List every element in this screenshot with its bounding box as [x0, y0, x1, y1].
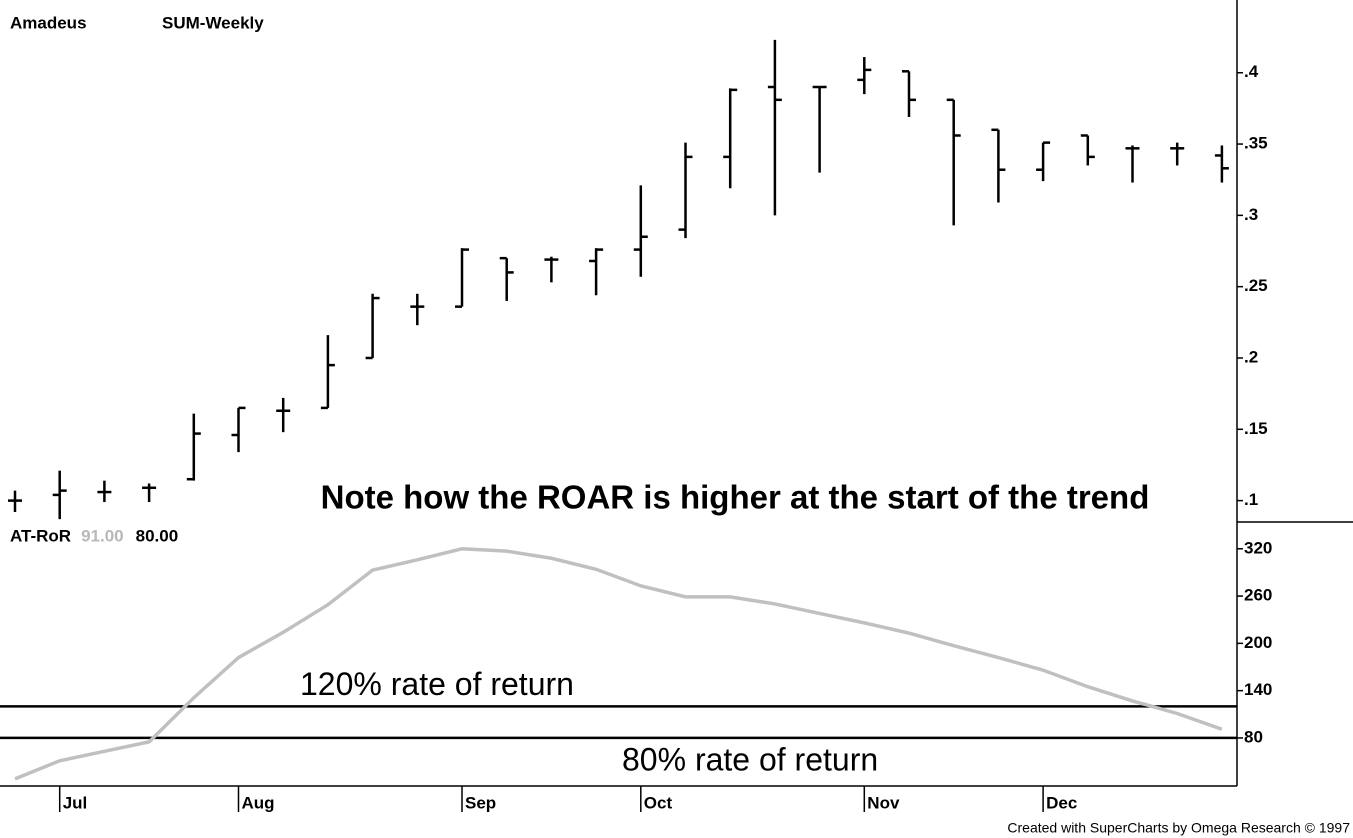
chart-title: SUM-Weekly	[162, 13, 264, 32]
y-tick-label: 260	[1244, 586, 1272, 605]
y-tick-label: .35	[1244, 134, 1268, 153]
footer: Created with SuperCharts by Omega Resear…	[1007, 820, 1350, 836]
x-tick-label: Oct	[644, 793, 673, 812]
x-tick-label: Aug	[242, 793, 275, 812]
legend-value: 91.00	[81, 526, 124, 545]
x-tick-label: Nov	[867, 793, 900, 812]
line	[14, 547, 1223, 781]
y-tick-label: .1	[1244, 490, 1258, 509]
x-tick-label: Jul	[63, 793, 88, 812]
y-tick-label: .25	[1244, 276, 1268, 295]
annotation: Note how the ROAR is higher at the start…	[321, 479, 1150, 516]
symbol: Amadeus	[10, 13, 87, 32]
legend-value: 80.00	[136, 526, 179, 545]
x-tick-label: Sep	[465, 793, 496, 812]
y-tick-label: .4	[1244, 62, 1259, 81]
y-tick-label: 200	[1244, 633, 1272, 652]
y-tick-label: .2	[1244, 347, 1258, 366]
x-tick-label: Dec	[1046, 793, 1077, 812]
reference-label: 120% rate of return	[300, 666, 574, 702]
y-tick-label: .15	[1244, 419, 1268, 438]
y-tick-label: 80	[1244, 727, 1263, 746]
y-tick-label: 320	[1244, 538, 1272, 557]
reference-label: 80% rate of return	[622, 741, 878, 777]
y-tick-label: .3	[1244, 205, 1258, 224]
y-tick-label: 140	[1244, 680, 1272, 699]
legend-name: AT-RoR	[10, 526, 71, 545]
